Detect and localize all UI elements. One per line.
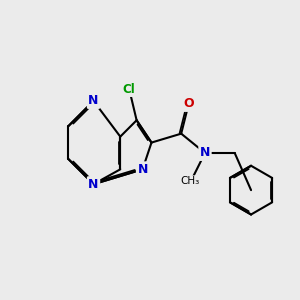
Text: CH₃: CH₃ bbox=[181, 176, 200, 186]
Text: N: N bbox=[88, 94, 99, 107]
Text: O: O bbox=[183, 98, 194, 110]
Text: N: N bbox=[88, 178, 99, 191]
Text: N: N bbox=[200, 146, 210, 160]
Text: Cl: Cl bbox=[123, 82, 136, 96]
Text: N: N bbox=[137, 163, 148, 176]
